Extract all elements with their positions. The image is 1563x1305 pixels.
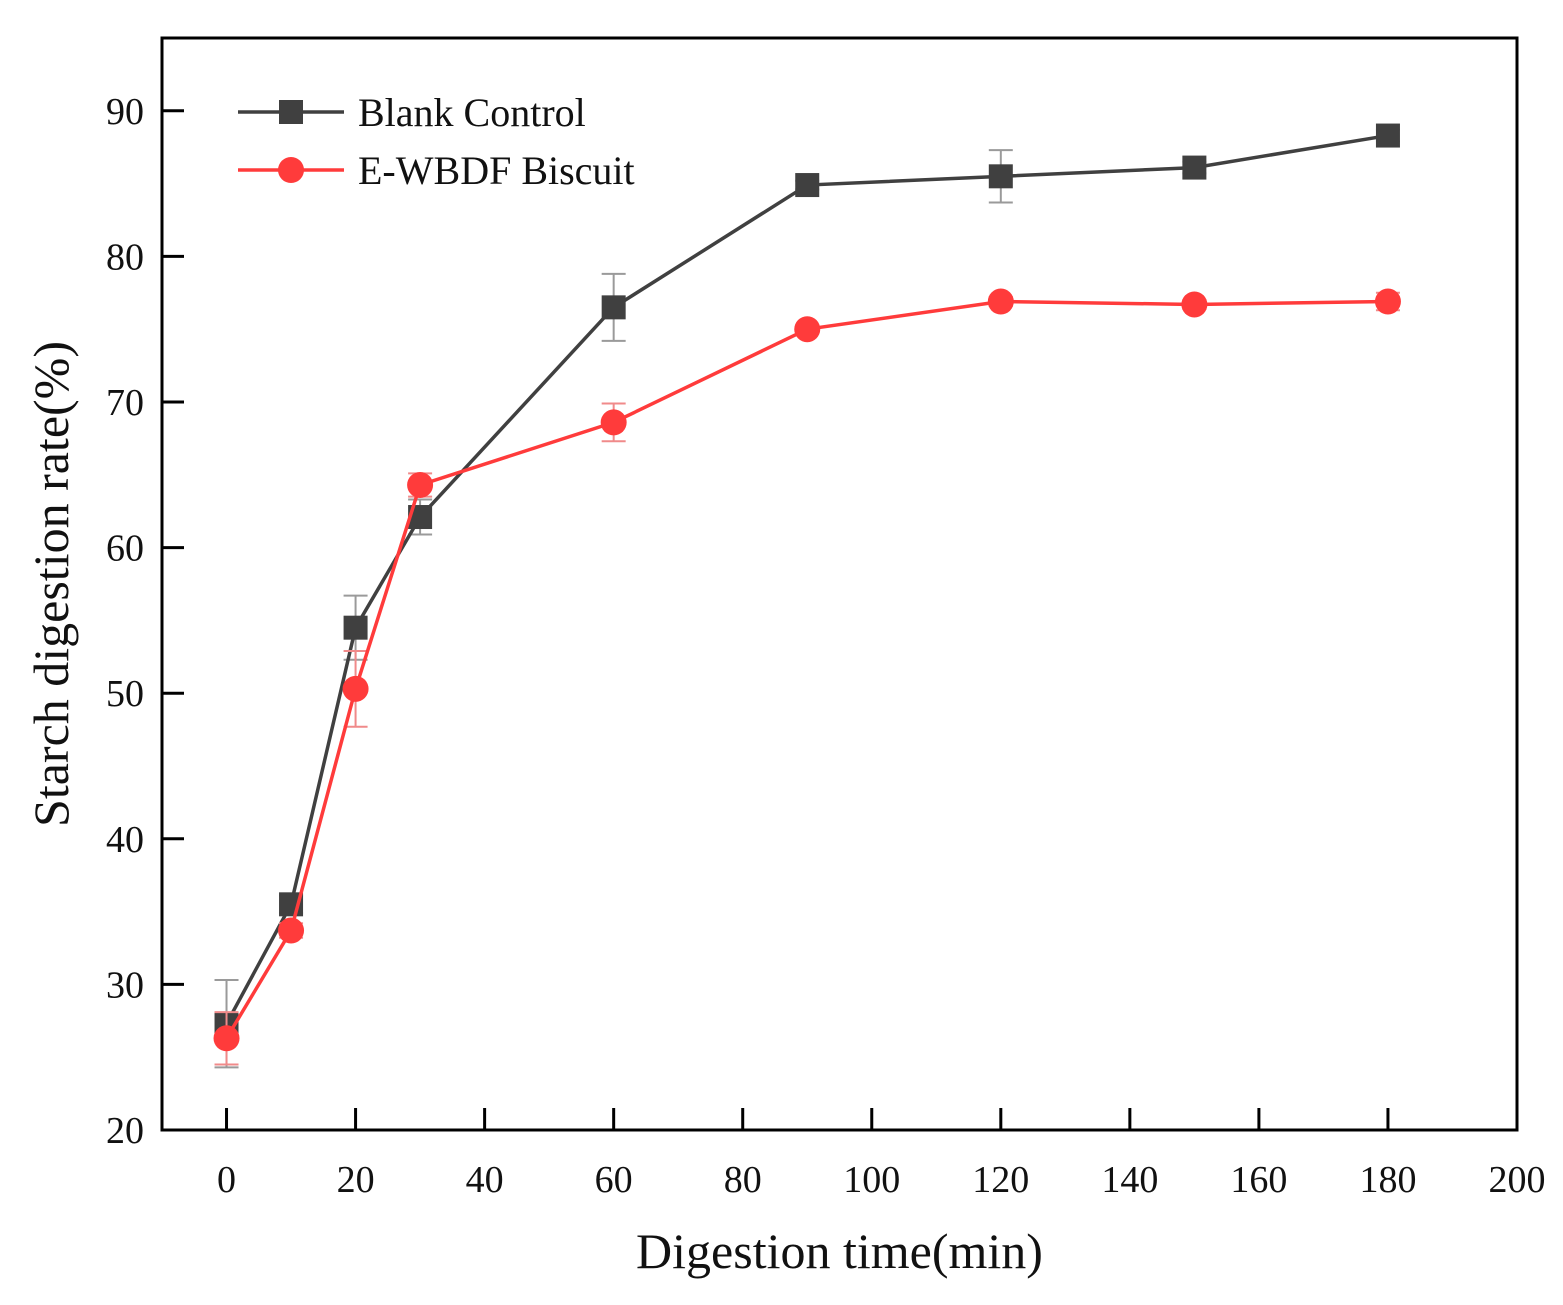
y-tick-label: 80	[106, 236, 144, 278]
y-tick-label: 70	[106, 382, 144, 424]
axis-ticks: 0 20 40 60 80 100 120 140 160 180 200 20 30 40 50 60 70 8…	[106, 91, 1546, 1201]
plot-frame	[160, 36, 1519, 1132]
y-axis-title: Starch digestion rate(%)	[23, 341, 79, 827]
data-point	[342, 675, 369, 702]
data-point	[278, 917, 305, 944]
data-point	[988, 164, 1013, 189]
legend-marker	[279, 100, 303, 124]
data-point	[600, 409, 627, 436]
data-point	[1182, 155, 1207, 180]
data-point	[1374, 288, 1401, 315]
data-point	[795, 173, 820, 198]
x-tick-label: 120	[972, 1159, 1029, 1201]
series-blank-control	[214, 123, 1400, 1069]
data-point	[1375, 123, 1400, 148]
x-tick-label: 20	[337, 1159, 375, 1201]
data-point	[987, 288, 1014, 315]
x-tick-label: 160	[1230, 1159, 1287, 1201]
legend-label: E-WBDF Biscuit	[358, 148, 635, 193]
y-tick-label: 20	[106, 1110, 144, 1152]
y-tick-label: 50	[106, 673, 144, 715]
y-tick-label: 30	[106, 964, 144, 1006]
x-tick-label: 200	[1489, 1159, 1546, 1201]
data-point	[601, 295, 626, 320]
data-point	[1181, 291, 1208, 318]
data-point	[343, 615, 368, 640]
data-series	[213, 123, 1401, 1069]
x-tick-label: 140	[1101, 1159, 1158, 1201]
x-tick-label: 80	[724, 1159, 762, 1201]
y-tick-label: 40	[106, 819, 144, 861]
data-point	[407, 471, 434, 498]
legend: Blank Control E-WBDF Biscuit	[238, 90, 635, 193]
x-tick-label: 0	[217, 1159, 236, 1201]
data-point	[794, 316, 821, 343]
x-tick-label: 180	[1359, 1159, 1416, 1201]
y-tick-label: 90	[106, 91, 144, 133]
y-tick-label: 60	[106, 528, 144, 570]
x-tick-label: 40	[466, 1159, 504, 1201]
legend-marker	[278, 157, 304, 183]
data-point	[213, 1025, 240, 1052]
series-line	[225, 299, 1388, 1040]
x-axis-title: Digestion time(min)	[636, 1223, 1043, 1279]
x-tick-label: 100	[843, 1159, 900, 1201]
series-e-wbdf-biscuit	[213, 288, 1401, 1066]
legend-label: Blank Control	[358, 90, 586, 135]
x-tick-label: 60	[595, 1159, 633, 1201]
series-line	[224, 133, 1389, 1025]
